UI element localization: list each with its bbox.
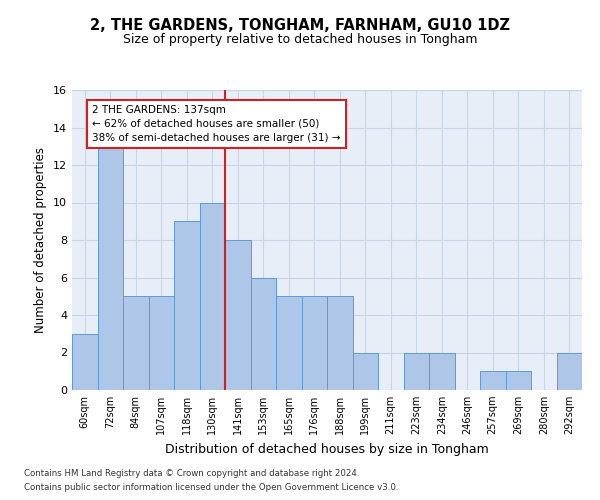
Text: Contains HM Land Registry data © Crown copyright and database right 2024.: Contains HM Land Registry data © Crown c… xyxy=(24,468,359,477)
X-axis label: Distribution of detached houses by size in Tongham: Distribution of detached houses by size … xyxy=(165,442,489,456)
Text: 2 THE GARDENS: 137sqm
← 62% of detached houses are smaller (50)
38% of semi-deta: 2 THE GARDENS: 137sqm ← 62% of detached … xyxy=(92,105,341,143)
Bar xyxy=(123,296,149,390)
Bar xyxy=(429,352,455,390)
Bar xyxy=(97,146,123,390)
Bar xyxy=(199,202,225,390)
Text: Size of property relative to detached houses in Tongham: Size of property relative to detached ho… xyxy=(123,32,477,46)
Bar xyxy=(174,221,199,390)
Y-axis label: Number of detached properties: Number of detached properties xyxy=(34,147,47,333)
Bar xyxy=(276,296,302,390)
Bar xyxy=(149,296,174,390)
Text: Contains public sector information licensed under the Open Government Licence v3: Contains public sector information licen… xyxy=(24,484,398,492)
Bar xyxy=(251,278,276,390)
Bar xyxy=(72,334,97,390)
Bar xyxy=(505,371,531,390)
Bar xyxy=(404,352,429,390)
Bar xyxy=(327,296,353,390)
Bar xyxy=(225,240,251,390)
Bar xyxy=(557,352,582,390)
Bar xyxy=(480,371,505,390)
Text: 2, THE GARDENS, TONGHAM, FARNHAM, GU10 1DZ: 2, THE GARDENS, TONGHAM, FARNHAM, GU10 1… xyxy=(90,18,510,32)
Bar xyxy=(302,296,327,390)
Bar xyxy=(353,352,378,390)
